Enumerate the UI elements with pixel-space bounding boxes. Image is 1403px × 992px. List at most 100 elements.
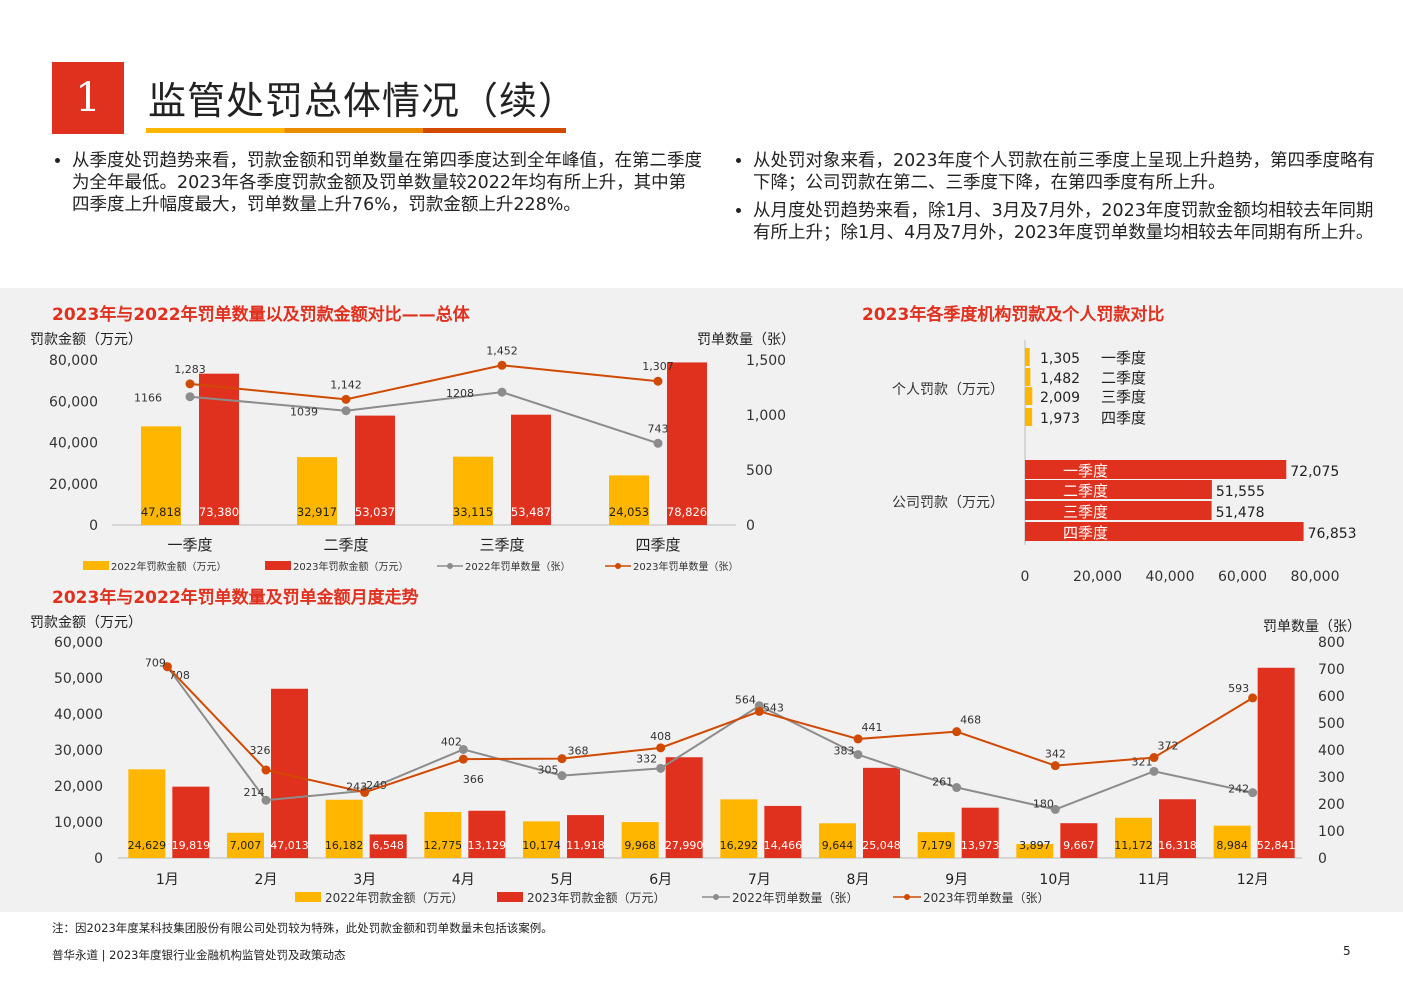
y2-tick-label: 300 — [1318, 770, 1345, 786]
line-data-label: 593 — [1228, 682, 1249, 695]
bar-data-label: 11,918 — [566, 839, 605, 852]
y2-tick-label: 500 — [1318, 716, 1345, 732]
series-point — [557, 771, 567, 781]
bar — [1025, 408, 1033, 426]
series-point — [1149, 766, 1159, 776]
line-data-label: 261 — [932, 776, 953, 789]
y2-tick-label: 1,500 — [746, 353, 786, 369]
x-tick-label: 11月 — [1138, 872, 1170, 888]
bar — [172, 786, 210, 858]
bar-data-label: 7,179 — [920, 839, 952, 852]
bar — [523, 821, 560, 858]
bar-data-label: 3,897 — [1019, 839, 1051, 852]
bar-data-label: 1,482 — [1040, 371, 1080, 387]
y-tick-label: 40,000 — [49, 436, 98, 452]
group-label: 公司罚款（万元） — [892, 495, 1004, 511]
line-data-label: 1,307 — [642, 360, 674, 373]
y2-axis-title: 罚单数量（张） — [697, 332, 795, 348]
bar — [1025, 348, 1030, 366]
y2-tick-label: 0 — [746, 518, 755, 534]
line-data-label: 214 — [244, 786, 265, 799]
legend-swatch — [295, 892, 321, 902]
series-point — [1149, 753, 1159, 763]
bar — [453, 456, 493, 525]
line-data-label: 1208 — [446, 387, 474, 400]
bar-data-label: 16,182 — [325, 839, 364, 852]
series-point — [341, 406, 351, 416]
series-point — [1248, 693, 1258, 703]
line-data-label: 408 — [650, 730, 671, 743]
legend-marker — [713, 894, 719, 900]
line-data-label: 1,452 — [486, 344, 518, 357]
bar — [424, 812, 462, 858]
bar — [369, 834, 407, 858]
x-tick-label: 二季度 — [323, 536, 368, 554]
y-axis-title: 罚款金额（万元） — [30, 332, 142, 348]
bar-data-label: 78,826 — [667, 505, 707, 519]
bar-data-label: 9,968 — [624, 839, 656, 852]
bar — [609, 475, 649, 525]
bar-data-label: 9,644 — [822, 839, 854, 852]
legend-marker — [615, 563, 621, 569]
legend-label: 2022年罚单数量（张） — [465, 560, 570, 573]
group-label: 个人罚款（万元） — [892, 382, 1004, 398]
x-tick-label: 80,000 — [1291, 569, 1340, 585]
series-point — [557, 754, 567, 764]
x-tick-label: 6月 — [649, 872, 672, 888]
bar-category-label: 二季度 — [1101, 369, 1146, 387]
bar-data-label: 76,853 — [1308, 526, 1357, 542]
bar-data-label: 47,013 — [270, 839, 309, 852]
bar-category-label: 二季度 — [1063, 482, 1108, 500]
bar-data-label: 12,775 — [424, 839, 463, 852]
legend-label: 2023年罚款金额（万元） — [293, 560, 408, 573]
bar — [1213, 825, 1251, 858]
page-number: 5 — [1343, 944, 1351, 958]
line-data-label: 709 — [145, 657, 166, 670]
bar-data-label: 53,487 — [511, 505, 551, 519]
series-line — [189, 391, 659, 445]
bar — [1115, 817, 1152, 858]
y-tick-label: 0 — [94, 851, 103, 867]
x-tick-label: 2月 — [255, 872, 278, 888]
series-point — [656, 763, 666, 773]
y-tick-label: 20,000 — [54, 779, 103, 795]
y2-tick-label: 500 — [746, 463, 773, 479]
series-point — [853, 750, 863, 760]
bar-data-label: 24,629 — [128, 839, 167, 852]
line-data-label: 1,283 — [174, 363, 206, 376]
bar — [1257, 667, 1295, 858]
x-tick-label: 9月 — [945, 872, 968, 888]
bar-category-label: 三季度 — [1101, 388, 1146, 406]
line-data-label: 243 — [346, 780, 367, 793]
bar — [325, 799, 363, 858]
x-tick-label: 10月 — [1039, 872, 1071, 888]
bar — [667, 362, 707, 525]
bar — [468, 810, 506, 858]
bar — [665, 757, 703, 858]
y-tick-label: 50,000 — [54, 671, 103, 687]
bar-data-label: 6,548 — [372, 839, 404, 852]
x-tick-label: 40,000 — [1146, 569, 1195, 585]
x-tick-label: 20,000 — [1073, 569, 1122, 585]
bar-data-label: 24,053 — [609, 505, 649, 519]
bar — [1060, 823, 1098, 858]
series-point — [754, 706, 764, 716]
section-number-badge: 1 — [52, 62, 124, 134]
bar-data-label: 10,174 — [522, 839, 561, 852]
line-data-label: 249 — [366, 779, 387, 792]
bar — [764, 805, 802, 858]
legend-marker — [904, 894, 910, 900]
series-point — [497, 360, 507, 370]
line-data-label: 708 — [169, 669, 190, 682]
series-point — [653, 438, 663, 448]
bar — [297, 457, 337, 525]
series-point — [185, 379, 195, 389]
y-tick-label: 10,000 — [54, 815, 103, 831]
legend-marker — [447, 563, 453, 569]
y-tick-label: 60,000 — [49, 394, 98, 410]
bar-category-label: 一季度 — [1063, 462, 1108, 480]
line-data-label: 564 — [735, 694, 756, 707]
x-tick-label: 3月 — [353, 872, 376, 888]
x-tick-label: 7月 — [748, 872, 771, 888]
bar-data-label: 73,380 — [199, 505, 239, 519]
